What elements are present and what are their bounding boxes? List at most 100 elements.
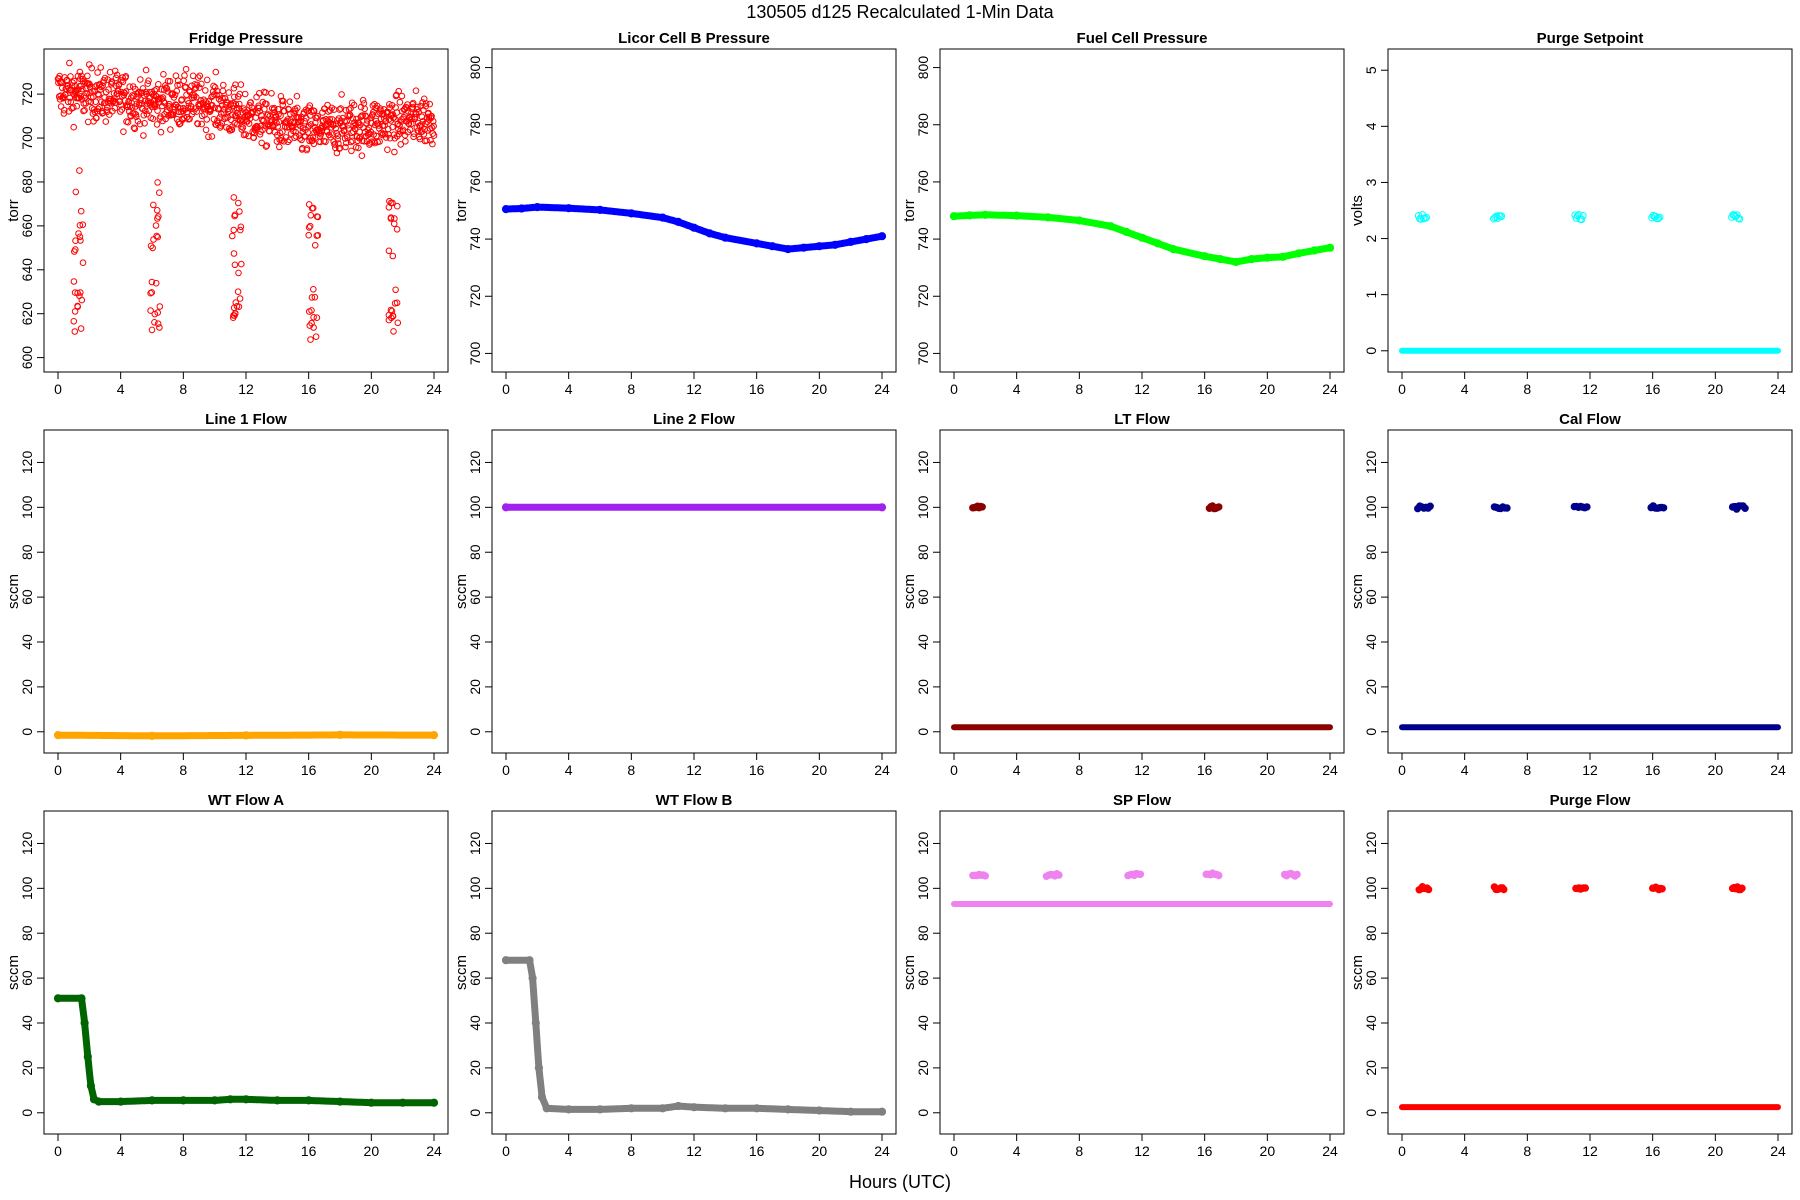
event-point (389, 252, 397, 260)
event-point (308, 319, 315, 327)
data-points (1399, 211, 1781, 354)
data-point (322, 138, 329, 146)
x-tick-label: 20 (364, 381, 380, 397)
x-tick-label: 12 (238, 1143, 254, 1159)
series-point (429, 731, 439, 740)
data-point (165, 100, 173, 108)
event-point (77, 289, 84, 296)
data-point (102, 118, 110, 125)
data-point (67, 98, 75, 106)
data-point (180, 104, 187, 112)
y-tick-label: 4 (1363, 122, 1379, 130)
series-point (533, 203, 542, 212)
panel-title: Licor Cell B Pressure (618, 30, 770, 47)
data-point (341, 126, 348, 134)
data-point (245, 120, 253, 127)
data-point (386, 134, 394, 142)
x-tick-label: 24 (1322, 1143, 1338, 1159)
event-point (230, 226, 237, 234)
data-point (390, 114, 398, 121)
series-point (53, 994, 63, 1003)
data-point (126, 83, 133, 91)
x-tick-label: 16 (749, 381, 765, 397)
series-line (502, 956, 886, 1116)
y-tick-label: 720 (915, 284, 931, 308)
data-point (430, 132, 438, 139)
x-tick-label: 16 (749, 1143, 765, 1159)
x-tick-label: 20 (812, 381, 828, 397)
data-point (335, 145, 343, 152)
x-tick-label: 0 (502, 762, 510, 778)
data-point (79, 85, 86, 93)
y-tick-label: 0 (1363, 728, 1379, 736)
data-point (171, 91, 179, 99)
y-tick-label: 680 (19, 170, 35, 194)
data-point (67, 73, 74, 80)
y-tick-label: 700 (467, 342, 483, 366)
series-point (1122, 227, 1131, 236)
event-point (156, 189, 163, 196)
y-tick-label: 100 (1363, 495, 1379, 519)
x-tick-label: 8 (179, 381, 187, 397)
data-point (232, 81, 239, 89)
series-point (528, 974, 537, 983)
x-tick-label: 24 (1770, 1143, 1786, 1159)
event-point (147, 289, 154, 297)
x-axis-label: Hours (UTC) (849, 1172, 951, 1192)
data-point (136, 120, 144, 128)
data-point (405, 120, 413, 128)
event-point (237, 226, 244, 234)
y-tick-label: 120 (19, 832, 35, 856)
series-point (501, 205, 511, 214)
y-tick-label: 120 (19, 451, 35, 475)
panel-title: SP Flow (1113, 792, 1171, 809)
x-tick-label: 0 (950, 762, 958, 778)
x-tick-label: 24 (1770, 381, 1786, 397)
data-point (95, 92, 103, 99)
data-point (279, 97, 287, 105)
data-point (111, 67, 119, 75)
plot-frame (1387, 48, 1793, 373)
data-point (402, 138, 409, 145)
data-point (219, 87, 227, 95)
event-point (389, 199, 396, 207)
x-tick-label: 0 (502, 381, 510, 397)
event-point (305, 224, 313, 231)
x-tick-label: 12 (238, 381, 254, 397)
data-point (145, 77, 152, 85)
data-point (342, 143, 349, 151)
y-tick-label: 60 (915, 970, 931, 986)
x-tick-label: 8 (1523, 1143, 1531, 1159)
data-point (137, 96, 144, 104)
data-point (162, 84, 170, 92)
data-point (81, 107, 88, 114)
y-tick-label: 0 (1363, 347, 1379, 355)
data-point (182, 83, 189, 91)
event-point (1577, 215, 1586, 224)
y-tick-label: 40 (19, 1015, 35, 1031)
data-point (230, 84, 238, 92)
event-point (394, 319, 402, 327)
event-point (1497, 212, 1506, 220)
panel-calflow: Cal Flow sccm 0 4 8 12 16 20 24 0 20 40 60 80 100 120 (1349, 411, 1793, 778)
y-axis-label: torr (453, 199, 470, 222)
series-point (1137, 233, 1147, 242)
x-tick-label: 8 (1075, 381, 1083, 397)
x-tick-label: 8 (627, 381, 635, 397)
data-point (73, 102, 81, 110)
x-tick-label: 12 (1582, 1143, 1598, 1159)
series-point (367, 1098, 376, 1107)
data-point (384, 146, 391, 153)
event-point (1293, 870, 1301, 879)
data-point (131, 125, 139, 133)
series-point (531, 1018, 540, 1028)
data-point (420, 131, 428, 138)
series-point (627, 1104, 636, 1113)
panel-title: WT Flow B (656, 792, 733, 809)
data-points (501, 956, 887, 1116)
data-point (263, 142, 271, 149)
x-tick-label: 8 (179, 762, 187, 778)
data-point (202, 126, 210, 134)
event-point (391, 215, 398, 222)
data-points (53, 994, 439, 1107)
